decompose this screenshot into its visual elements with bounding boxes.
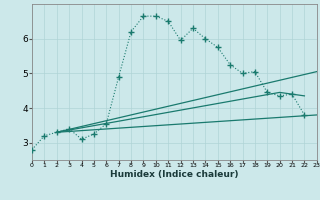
X-axis label: Humidex (Indice chaleur): Humidex (Indice chaleur) bbox=[110, 170, 239, 179]
